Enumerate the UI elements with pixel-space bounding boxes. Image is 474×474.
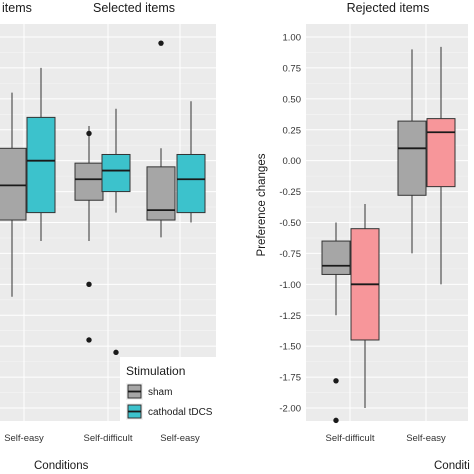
middle-sham-self-easy-box bbox=[146, 166, 176, 221]
left-x-tick-self-easy: Self-easy bbox=[4, 433, 44, 444]
right-sham-self-easy-box bbox=[397, 120, 427, 196]
middle-cathodal-self-difficult-box bbox=[101, 153, 131, 193]
middle-sham-self-difficult-outlier bbox=[86, 337, 92, 343]
legend: Stimulation sham cathodal tDCS bbox=[120, 357, 222, 423]
right-y-tick-labels: 1.00 0.75 0.50 0.25 0.00 -0.25 -0.50 -0.75 -1.00… bbox=[279, 33, 301, 415]
right-sham-self-difficult-outlier bbox=[333, 378, 339, 384]
right-sham-self-difficult-outlier bbox=[333, 417, 339, 424]
left-sham-self-easy-box bbox=[0, 147, 27, 221]
left-x-axis-title: Conditions bbox=[34, 460, 89, 472]
y-tick-label: -0.25 bbox=[279, 187, 301, 198]
right-x-tick-self-easy: Self-easy bbox=[406, 433, 446, 444]
legend-title: Stimulation bbox=[126, 364, 185, 378]
middle-x-tick-self-difficult: Self-difficult bbox=[84, 433, 133, 444]
y-tick-label: 0.75 bbox=[283, 63, 302, 74]
middle-panel-title: Selected items bbox=[93, 1, 175, 15]
boxplot-marks bbox=[0, 40, 456, 424]
y-tick-label: -0.50 bbox=[279, 218, 301, 229]
middle-cathodal-self-difficult-outlier bbox=[113, 349, 119, 356]
right-y-axis-title: Preference changes bbox=[256, 153, 268, 256]
y-tick-label: -1.25 bbox=[279, 311, 301, 322]
right-cathodal-self-easy-box bbox=[426, 118, 456, 188]
legend-label-cathodal: cathodal tDCS bbox=[148, 407, 213, 418]
right-panel-title: Rejected items bbox=[347, 1, 430, 15]
middle-sham-self-difficult-box bbox=[74, 162, 104, 201]
y-tick-label: 1.00 bbox=[283, 33, 302, 44]
middle-sham-self-easy-outlier bbox=[158, 40, 164, 46]
middle-sham-self-difficult-outlier bbox=[86, 281, 92, 288]
left-panel-title: items bbox=[2, 1, 32, 15]
right-x-axis-title: Conditi bbox=[434, 460, 470, 472]
y-tick-label: -0.75 bbox=[279, 249, 301, 260]
legend-label-sham: sham bbox=[148, 387, 172, 398]
middle-sham-self-difficult-outlier bbox=[86, 130, 92, 137]
y-tick-label: 0.50 bbox=[283, 94, 302, 105]
right-sham-self-difficult-box bbox=[321, 240, 351, 275]
y-tick-label: -1.50 bbox=[279, 342, 301, 353]
gridlines bbox=[0, 24, 468, 421]
y-tick-label: -1.00 bbox=[279, 280, 301, 291]
middle-x-tick-self-easy: Self-easy bbox=[160, 433, 200, 444]
y-tick-label: -1.75 bbox=[279, 373, 301, 384]
y-tick-label: 0.00 bbox=[283, 156, 302, 167]
right-x-tick-self-difficult: Self-difficult bbox=[326, 433, 375, 444]
left-cathodal-self-easy-box bbox=[26, 116, 56, 214]
y-tick-label: -2.00 bbox=[279, 404, 301, 415]
y-tick-label: 0.25 bbox=[283, 125, 302, 136]
middle-cathodal-self-easy-box bbox=[176, 153, 206, 214]
